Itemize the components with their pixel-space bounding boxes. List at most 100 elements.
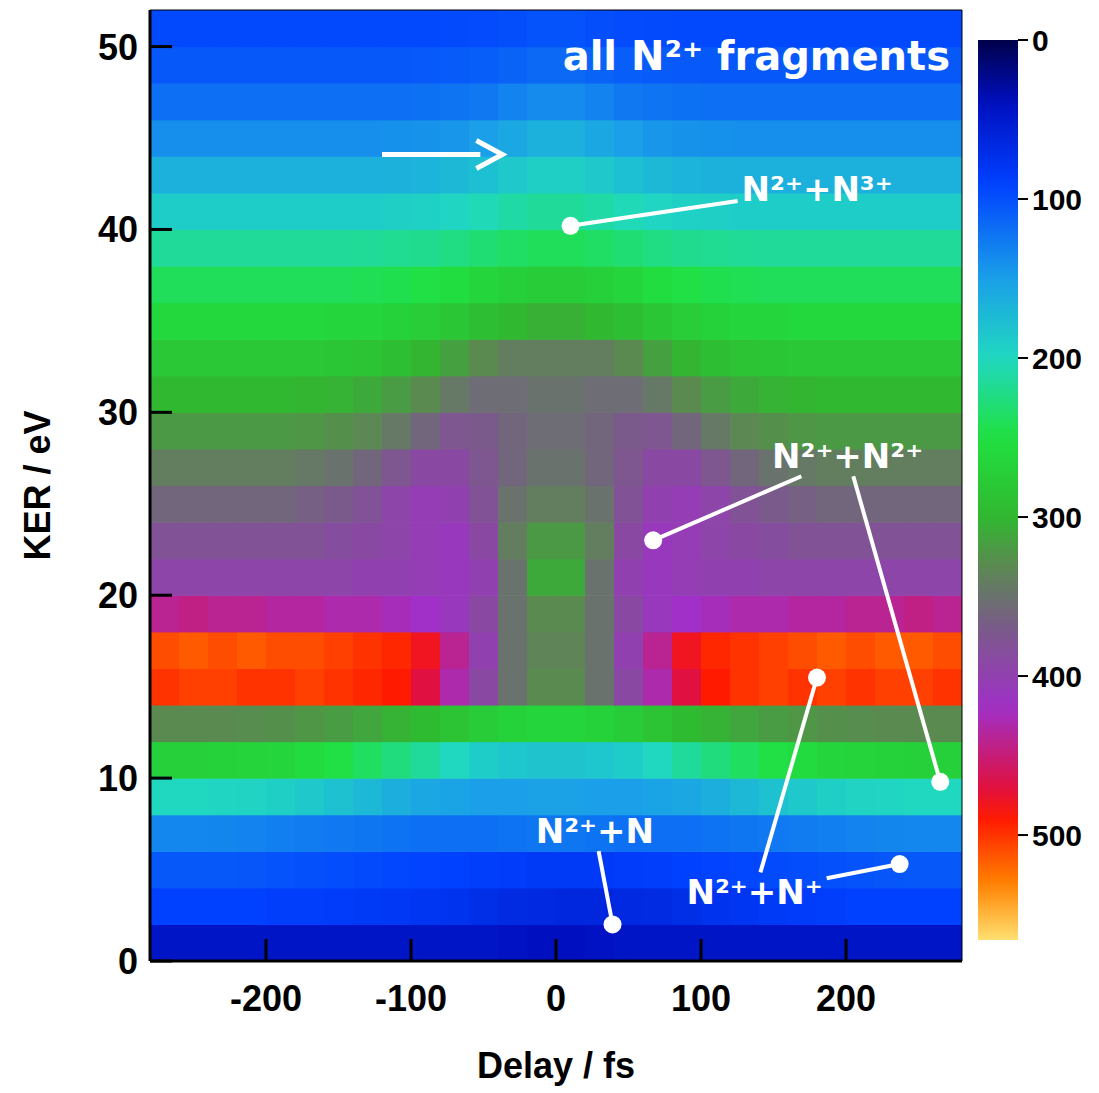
y-tick <box>150 45 172 48</box>
heatmap-cell <box>237 705 267 742</box>
x-axis-title: Delay / fs <box>477 1045 635 1086</box>
heatmap-cell <box>237 888 267 925</box>
heatmap-cell <box>701 193 731 230</box>
heatmap-cell <box>208 632 238 669</box>
heatmap-cell <box>266 10 296 47</box>
heatmap-cell <box>179 559 209 596</box>
heatmap-cell <box>237 156 267 193</box>
heatmap-cell <box>788 924 818 961</box>
heatmap-cell <box>701 339 731 376</box>
heatmap-cell <box>846 705 876 742</box>
heatmap-cell <box>150 559 180 596</box>
heatmap-cell <box>150 266 180 303</box>
heatmap-cell <box>614 449 644 486</box>
heatmap-cell <box>440 10 470 47</box>
heatmap-cell <box>556 851 586 888</box>
heatmap-cell <box>614 595 644 632</box>
heatmap-cell <box>614 120 644 157</box>
heatmap-cell <box>469 815 499 852</box>
heatmap-cell <box>672 595 702 632</box>
heatmap-cell <box>556 522 586 559</box>
heatmap-cell <box>440 449 470 486</box>
heatmap-cell <box>353 486 383 523</box>
colorbar-tick-label: 300 <box>1032 501 1082 534</box>
heatmap-cell <box>266 412 296 449</box>
x-tick <box>845 939 848 961</box>
heatmap-cell <box>469 193 499 230</box>
heatmap-cell <box>295 156 325 193</box>
heatmap-cell <box>411 778 441 815</box>
heatmap-cell <box>788 266 818 303</box>
heatmap-cell <box>237 339 267 376</box>
x-tick-label: 0 <box>546 978 566 1019</box>
heatmap-cell <box>701 742 731 779</box>
y-tick <box>150 594 172 597</box>
heatmap-cell <box>411 229 441 266</box>
heatmap-cell <box>179 376 209 413</box>
heatmap-cell <box>382 47 412 84</box>
heatmap-cell <box>179 156 209 193</box>
heatmap-cell <box>295 120 325 157</box>
heatmap-cell <box>382 193 412 230</box>
y-tick-label: 50 <box>98 27 138 68</box>
heatmap-cell <box>150 83 180 120</box>
colorbar-tick <box>1018 516 1028 518</box>
heatmap-cell <box>817 742 847 779</box>
heatmap-cell <box>469 851 499 888</box>
heatmap-cell <box>382 120 412 157</box>
heatmap-cell <box>846 376 876 413</box>
heatmap-cell <box>440 595 470 632</box>
heatmap-cell <box>498 156 528 193</box>
heatmap-cell <box>875 815 905 852</box>
heatmap-cell <box>353 742 383 779</box>
frame-line <box>150 10 962 11</box>
colorbar-tick <box>1018 39 1028 41</box>
heatmap-cell <box>933 924 962 961</box>
heatmap-cell <box>846 888 876 925</box>
heatmap-cell <box>759 120 789 157</box>
heatmap-cell <box>527 47 557 84</box>
heatmap-cell <box>237 229 267 266</box>
heatmap-cell <box>440 888 470 925</box>
heatmap-cell <box>382 339 412 376</box>
heatmap-cell <box>498 595 528 632</box>
heatmap-cell <box>469 412 499 449</box>
heatmap-cell <box>208 522 238 559</box>
heatmap-cell <box>701 303 731 340</box>
heatmap-cell <box>556 924 586 961</box>
heatmap-cell <box>382 449 412 486</box>
heatmap-cell <box>933 486 962 523</box>
heatmap-cell <box>150 47 180 84</box>
heatmap-cell <box>846 339 876 376</box>
heatmap-cell <box>527 705 557 742</box>
y-tick-label: 10 <box>98 758 138 799</box>
heatmap-cell <box>237 412 267 449</box>
heatmap-cell <box>875 486 905 523</box>
heatmap-cell <box>469 778 499 815</box>
heatmap-cell <box>353 888 383 925</box>
heatmap-cell <box>556 412 586 449</box>
heatmap-cell <box>382 851 412 888</box>
heatmap-cell <box>382 83 412 120</box>
y-tick <box>150 777 172 780</box>
heatmap-cell <box>788 83 818 120</box>
heatmap-cell <box>701 120 731 157</box>
heatmap-cell <box>672 266 702 303</box>
heatmap-cell <box>150 120 180 157</box>
heatmap-cell <box>382 376 412 413</box>
heatmap-cell <box>353 47 383 84</box>
heatmap-cell <box>614 851 644 888</box>
heatmap-cell <box>672 559 702 596</box>
heatmap-cell <box>904 83 934 120</box>
heatmap-cell <box>237 778 267 815</box>
annotation-point <box>604 915 622 933</box>
heatmap-cell <box>150 632 180 669</box>
heatmap-cell <box>788 778 818 815</box>
heatmap-cell <box>237 266 267 303</box>
heatmap-cell <box>846 632 876 669</box>
heatmap-cell <box>411 120 441 157</box>
heatmap-cell <box>179 266 209 303</box>
heatmap-cell <box>556 668 586 705</box>
heatmap-cell <box>556 778 586 815</box>
heatmap-cell <box>208 815 238 852</box>
